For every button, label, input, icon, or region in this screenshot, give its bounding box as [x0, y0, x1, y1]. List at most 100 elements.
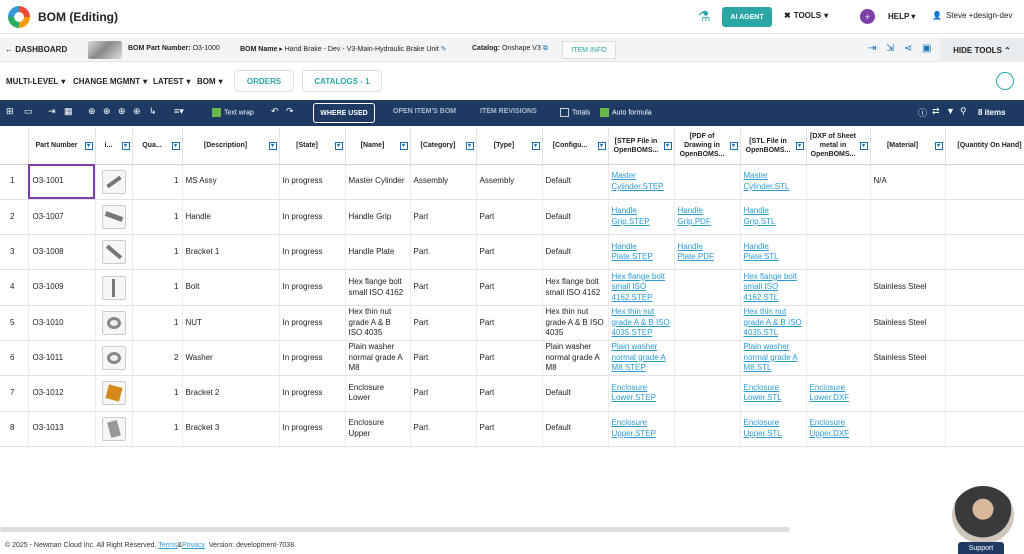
type-cell[interactable]: Part: [476, 411, 543, 447]
type-cell[interactable]: Part: [476, 269, 543, 306]
category-cell[interactable]: Part: [410, 411, 477, 447]
column-header[interactable]: [STEP File in OpenBOMS... ▾: [608, 128, 675, 165]
table-row[interactable]: 6 O3-1011 2 Washer In progress Plain washer n…: [0, 340, 1024, 377]
multi-level-dropdown[interactable]: MULTI-LEVEL ▾: [6, 77, 66, 86]
support-button[interactable]: Support: [958, 542, 1004, 554]
quantity-cell[interactable]: 1: [132, 269, 183, 306]
pdf-file-link[interactable]: [674, 305, 741, 341]
orders-button[interactable]: ORDERS: [234, 70, 294, 92]
outdent-icon[interactable]: ⊕: [133, 106, 141, 116]
pdf-file-link[interactable]: Handle Grip.PDF: [674, 199, 741, 236]
configuration-cell[interactable]: Default: [542, 375, 609, 412]
share-icon[interactable]: ⋖: [904, 43, 913, 54]
stl-file-link[interactable]: Hex flange bolt small ISO 4162.STL: [740, 269, 807, 306]
ai-agent-button[interactable]: AI AGENT: [722, 7, 772, 27]
configuration-cell[interactable]: Hex flange bolt small ISO 4162: [542, 269, 609, 306]
privacy-link[interactable]: Privacy: [182, 542, 205, 549]
change-mgmt-dropdown[interactable]: CHANGE MGMNT ▾: [73, 77, 148, 86]
step-file-link[interactable]: Handle Grip.STEP: [608, 199, 675, 236]
insert-icon[interactable]: ⇥: [48, 106, 56, 116]
state-cell[interactable]: In progress: [279, 340, 346, 377]
column-filter-icon[interactable]: ▾: [171, 142, 180, 150]
column-header[interactable]: [Material] ▾: [870, 128, 946, 165]
name-cell[interactable]: Handle Grip: [345, 199, 411, 236]
state-cell[interactable]: In progress: [279, 305, 346, 341]
column-filter-icon[interactable]: ▾: [531, 142, 540, 150]
stl-file-link[interactable]: Hex thin nut grade A & B ISO 4035.STL: [740, 305, 807, 341]
auto-formula-toggle[interactable]: Auto formula: [600, 108, 652, 117]
state-cell[interactable]: In progress: [279, 269, 346, 306]
column-header[interactable]: [0, 128, 29, 165]
app-logo-icon[interactable]: [8, 6, 30, 28]
type-cell[interactable]: Part: [476, 234, 543, 271]
material-cell[interactable]: [870, 411, 946, 447]
quantity-on-hand-cell[interactable]: [945, 164, 1024, 200]
dxf-file-link[interactable]: [806, 164, 871, 200]
column-filter-icon[interactable]: ▾: [334, 142, 343, 150]
pdf-file-link[interactable]: [674, 340, 741, 377]
column-header[interactable]: Qua... ▾: [132, 128, 183, 165]
material-cell[interactable]: Stainless Steel: [870, 269, 946, 306]
quantity-on-hand-cell[interactable]: [945, 375, 1024, 412]
pdf-file-link[interactable]: [674, 375, 741, 412]
configuration-cell[interactable]: Default: [542, 234, 609, 271]
name-cell[interactable]: Plain washer normal grade A M8: [345, 340, 411, 377]
dxf-file-link[interactable]: Enclosure Lower.DXF: [806, 375, 871, 412]
delete-column-icon[interactable]: ▦: [64, 106, 73, 116]
bom-dropdown[interactable]: BOM ▾: [197, 77, 223, 86]
open-items-bom-button[interactable]: OPEN ITEM'S BOM: [393, 108, 457, 115]
text-wrap-toggle[interactable]: Text wrap: [212, 108, 254, 117]
import-icon[interactable]: ⇥: [868, 43, 877, 54]
help-avatar-icon[interactable]: +: [860, 9, 875, 24]
column-header[interactable]: Part Number ▾: [28, 128, 96, 165]
type-cell[interactable]: Part: [476, 375, 543, 412]
part-number-cell[interactable]: O3-1010: [28, 305, 96, 341]
text-wrap-checkbox[interactable]: [212, 108, 221, 117]
column-filter-icon[interactable]: ▾: [934, 142, 943, 150]
column-filter-icon[interactable]: ▾: [399, 142, 408, 150]
column-header[interactable]: [Configu... ▾: [542, 128, 609, 165]
category-cell[interactable]: Assembly: [410, 164, 477, 200]
align-icon[interactable]: ≡▾: [174, 106, 184, 116]
table-row[interactable]: 4 O3-1009 1 Bolt In progress Hex flange bolt …: [0, 269, 1024, 306]
column-header[interactable]: [State] ▾: [279, 128, 346, 165]
quantity-cell[interactable]: 1: [132, 305, 183, 341]
column-filter-icon[interactable]: ▾: [663, 142, 672, 150]
quantity-cell[interactable]: 2: [132, 340, 183, 377]
quantity-on-hand-cell[interactable]: [945, 340, 1024, 377]
category-cell[interactable]: Part: [410, 305, 477, 341]
export-icon[interactable]: ⇲: [886, 43, 895, 54]
step-file-link[interactable]: Plain washer normal grade A M8.STEP: [608, 340, 675, 377]
user-menu[interactable]: 👤 Steve +design-dev: [932, 11, 1012, 20]
quantity-on-hand-cell[interactable]: [945, 411, 1024, 447]
hide-tools-button[interactable]: HIDE TOOLS ⌃: [940, 38, 1024, 62]
column-header[interactable]: [Quantity On Hand]▾: [945, 128, 1024, 165]
part-number-cell[interactable]: O3-1001: [28, 164, 96, 200]
category-cell[interactable]: Part: [410, 199, 477, 236]
state-cell[interactable]: In progress: [279, 375, 346, 412]
move-up-icon[interactable]: ⊕: [88, 106, 96, 116]
totals-checkbox[interactable]: [560, 108, 569, 117]
quantity-cell[interactable]: 1: [132, 164, 183, 200]
part-number-cell[interactable]: O3-1009: [28, 269, 96, 306]
add-column-icon[interactable]: ▭: [24, 106, 33, 116]
table-row[interactable]: 8 O3-1013 1 Bracket 3 In progress Enclosure U…: [0, 411, 1024, 447]
name-cell[interactable]: Hex flange bolt small ISO 4162: [345, 269, 411, 306]
column-header[interactable]: [STL File in OpenBOMS... ▾: [740, 128, 807, 165]
move-down-icon[interactable]: ⊕: [103, 106, 111, 116]
dxf-file-link[interactable]: [806, 234, 871, 271]
state-cell[interactable]: In progress: [279, 164, 346, 200]
column-header[interactable]: [Category] ▾: [410, 128, 477, 165]
description-cell[interactable]: Handle: [182, 199, 280, 236]
edit-pencil-icon[interactable]: ✎: [440, 46, 447, 53]
category-cell[interactable]: Part: [410, 269, 477, 306]
description-cell[interactable]: Bolt: [182, 269, 280, 306]
table-row[interactable]: 3 O3-1008 1 Bracket 1 In progress Handle Plat…: [0, 234, 1024, 271]
dxf-file-link[interactable]: [806, 340, 871, 377]
part-number-cell[interactable]: O3-1008: [28, 234, 96, 271]
type-cell[interactable]: Part: [476, 340, 543, 377]
undo-icon[interactable]: ↶: [271, 106, 279, 116]
material-cell[interactable]: [870, 199, 946, 236]
stl-file-link[interactable]: Enclosure Upper.STL: [740, 411, 807, 447]
quantity-cell[interactable]: 1: [132, 375, 183, 412]
